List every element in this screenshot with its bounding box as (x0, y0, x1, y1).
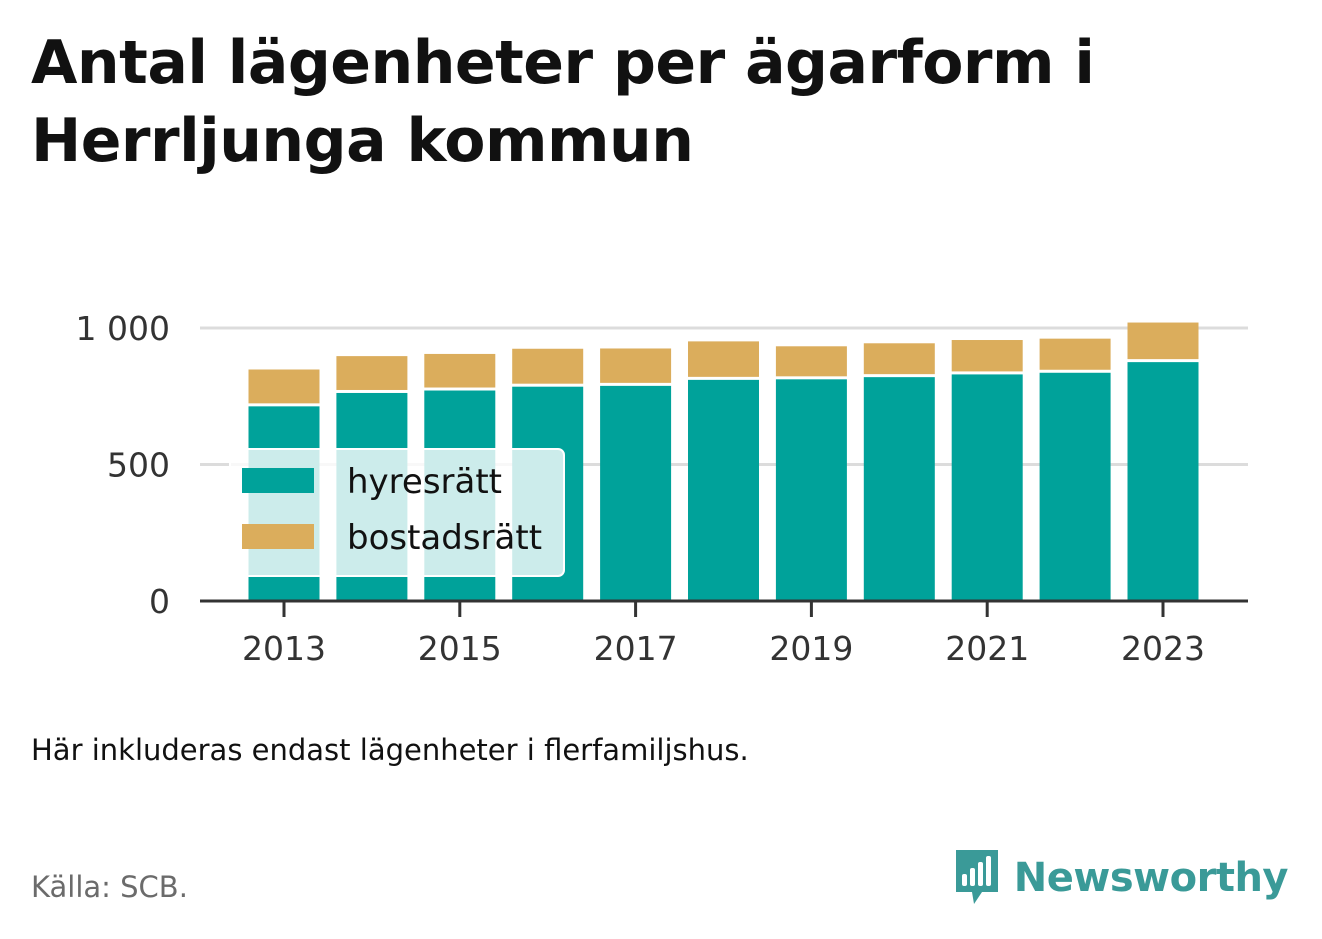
legend-swatch (242, 524, 314, 549)
bar-hyresratt (1039, 372, 1111, 601)
bar-bostadsratt (1127, 322, 1199, 360)
y-tick-label: 0 (149, 582, 170, 621)
x-tick-label: 2023 (1121, 629, 1205, 668)
bar-bostadsratt (248, 369, 320, 404)
bar-bostadsratt (424, 353, 496, 388)
legend-label: hyresrätt (347, 462, 502, 502)
bar-hyresratt (951, 374, 1023, 601)
legend-swatch (242, 468, 314, 493)
bar-bostadsratt (688, 341, 759, 377)
bar-bostadsratt (863, 343, 935, 375)
x-axis: 2013 2015 2017 2019 2021 2023 (200, 599, 1248, 668)
source-label: Källa: SCB. (31, 870, 188, 904)
bar-bostadsratt (1039, 338, 1111, 370)
y-axis-ticks: 0 500 1 000 (76, 309, 170, 621)
x-tick-label: 2013 (242, 629, 326, 668)
bar-bostadsratt (775, 346, 847, 377)
legend-label: bostadsrätt (347, 518, 542, 558)
bar-hyresratt (863, 377, 935, 601)
x-tick-label: 2019 (769, 629, 853, 668)
y-tick-label: 1 000 (76, 309, 170, 348)
chart-title: Antal lägenheter per ägarform i Herrljun… (31, 28, 1095, 176)
bar-hyresratt (1127, 362, 1199, 601)
brand-logo: Newsworthy (952, 848, 1289, 908)
chart-note: Här inkluderas endast lägenheter i flerf… (31, 733, 749, 767)
bar-bostadsratt (951, 340, 1023, 372)
bar-hyresratt (600, 385, 672, 601)
bar-hyresratt (688, 379, 759, 601)
x-tick-label: 2017 (594, 629, 678, 668)
y-tick-label: 500 (107, 446, 170, 485)
legend: hyresrätt bostadsrätt (229, 448, 565, 577)
bar-bostadsratt (336, 356, 408, 390)
newsworthy-logo-icon (955, 850, 998, 904)
x-tick-label: 2021 (945, 629, 1029, 668)
bar-bostadsratt (600, 348, 672, 383)
x-tick-label: 2015 (418, 629, 502, 668)
bar-hyresratt (775, 379, 847, 601)
bar-bostadsratt (512, 348, 584, 384)
brand-name: Newsworthy (1013, 855, 1289, 901)
